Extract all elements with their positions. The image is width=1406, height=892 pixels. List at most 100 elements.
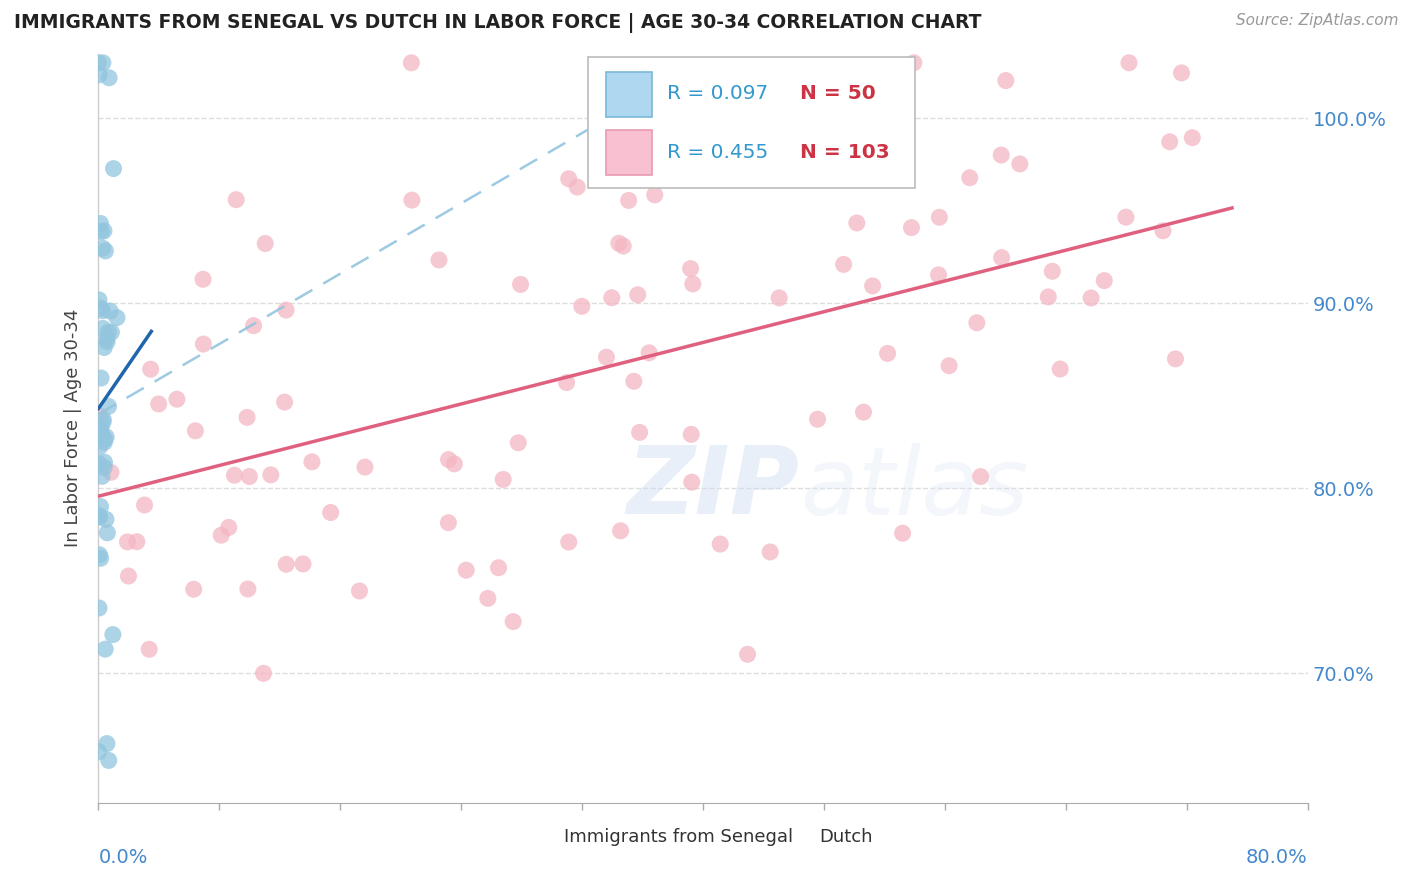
Point bbox=[89, 510, 111, 524]
Point bbox=[90, 225, 112, 239]
Point bbox=[681, 475, 703, 490]
Point bbox=[166, 392, 188, 407]
Point bbox=[90, 301, 112, 316]
Point bbox=[623, 374, 645, 388]
Point bbox=[681, 427, 703, 442]
Point bbox=[1164, 351, 1187, 366]
Point bbox=[1152, 224, 1174, 238]
Point bbox=[891, 526, 914, 541]
Point bbox=[443, 457, 465, 471]
FancyBboxPatch shape bbox=[588, 57, 915, 188]
Point bbox=[91, 241, 114, 255]
Point bbox=[96, 737, 118, 751]
Point bbox=[903, 55, 925, 70]
Point bbox=[89, 548, 111, 562]
Point bbox=[437, 516, 460, 530]
Point bbox=[768, 291, 790, 305]
Point bbox=[100, 325, 122, 339]
Point bbox=[477, 591, 499, 606]
Point bbox=[90, 421, 112, 435]
Point bbox=[1080, 291, 1102, 305]
Text: 80.0%: 80.0% bbox=[1246, 847, 1308, 867]
Point bbox=[93, 224, 115, 238]
Point bbox=[737, 648, 759, 662]
Point bbox=[834, 169, 856, 183]
Point bbox=[90, 217, 112, 231]
Text: Dutch: Dutch bbox=[820, 829, 873, 847]
Point bbox=[94, 433, 117, 447]
Point bbox=[709, 537, 731, 551]
Point bbox=[401, 193, 423, 207]
Text: R = 0.097: R = 0.097 bbox=[666, 84, 768, 103]
Point bbox=[236, 582, 259, 596]
Point bbox=[184, 424, 207, 438]
Point bbox=[117, 569, 139, 583]
Point bbox=[401, 55, 423, 70]
Point bbox=[91, 303, 114, 318]
Point bbox=[138, 642, 160, 657]
Point bbox=[254, 236, 277, 251]
Point bbox=[134, 498, 156, 512]
Point bbox=[354, 460, 377, 475]
Point bbox=[96, 334, 118, 349]
Point bbox=[273, 395, 295, 409]
Text: N = 50: N = 50 bbox=[800, 84, 876, 103]
Point bbox=[91, 55, 114, 70]
Point bbox=[89, 500, 111, 514]
Point bbox=[349, 584, 371, 599]
Point bbox=[555, 376, 578, 390]
Point bbox=[90, 551, 112, 566]
Point bbox=[87, 293, 110, 307]
Point bbox=[91, 321, 114, 335]
Point bbox=[89, 68, 111, 82]
Point bbox=[558, 535, 581, 549]
Point bbox=[224, 468, 246, 483]
Point bbox=[679, 261, 702, 276]
Text: ZIP: ZIP bbox=[627, 442, 800, 534]
Point bbox=[98, 304, 121, 318]
Point bbox=[1040, 264, 1063, 278]
Point bbox=[644, 187, 666, 202]
Y-axis label: In Labor Force | Age 30-34: In Labor Force | Age 30-34 bbox=[65, 309, 83, 548]
Point bbox=[319, 506, 342, 520]
Point bbox=[1118, 55, 1140, 70]
Text: 0.0%: 0.0% bbox=[98, 847, 148, 867]
Text: R = 0.455: R = 0.455 bbox=[666, 143, 768, 162]
Point bbox=[437, 452, 460, 467]
Point bbox=[218, 520, 240, 534]
Point bbox=[191, 272, 214, 286]
Point bbox=[193, 337, 215, 351]
Point bbox=[607, 236, 630, 251]
Point bbox=[492, 472, 515, 486]
Point bbox=[87, 745, 110, 759]
Point bbox=[100, 466, 122, 480]
Text: Immigrants from Senegal: Immigrants from Senegal bbox=[564, 829, 793, 847]
Point bbox=[97, 753, 120, 767]
Point bbox=[89, 418, 111, 433]
Text: N = 103: N = 103 bbox=[800, 143, 890, 162]
Point bbox=[994, 73, 1017, 87]
Point bbox=[89, 409, 111, 423]
Point bbox=[209, 528, 232, 542]
Point bbox=[183, 582, 205, 597]
Point bbox=[509, 277, 531, 292]
Point bbox=[98, 70, 121, 85]
Point bbox=[93, 435, 115, 450]
Point bbox=[1049, 362, 1071, 376]
Point bbox=[87, 457, 110, 471]
Point bbox=[238, 469, 260, 483]
Point bbox=[990, 148, 1012, 162]
Point bbox=[96, 525, 118, 540]
Text: IMMIGRANTS FROM SENEGAL VS DUTCH IN LABOR FORCE | AGE 30-34 CORRELATION CHART: IMMIGRANTS FROM SENEGAL VS DUTCH IN LABO… bbox=[14, 13, 981, 33]
FancyBboxPatch shape bbox=[606, 72, 652, 117]
Point bbox=[94, 642, 117, 657]
Point bbox=[959, 170, 981, 185]
Point bbox=[1170, 66, 1192, 80]
Point bbox=[87, 601, 110, 615]
Point bbox=[97, 325, 120, 339]
Point bbox=[1115, 210, 1137, 224]
Point bbox=[595, 350, 617, 364]
Point bbox=[488, 560, 510, 574]
Point bbox=[862, 278, 884, 293]
Point bbox=[682, 277, 704, 291]
